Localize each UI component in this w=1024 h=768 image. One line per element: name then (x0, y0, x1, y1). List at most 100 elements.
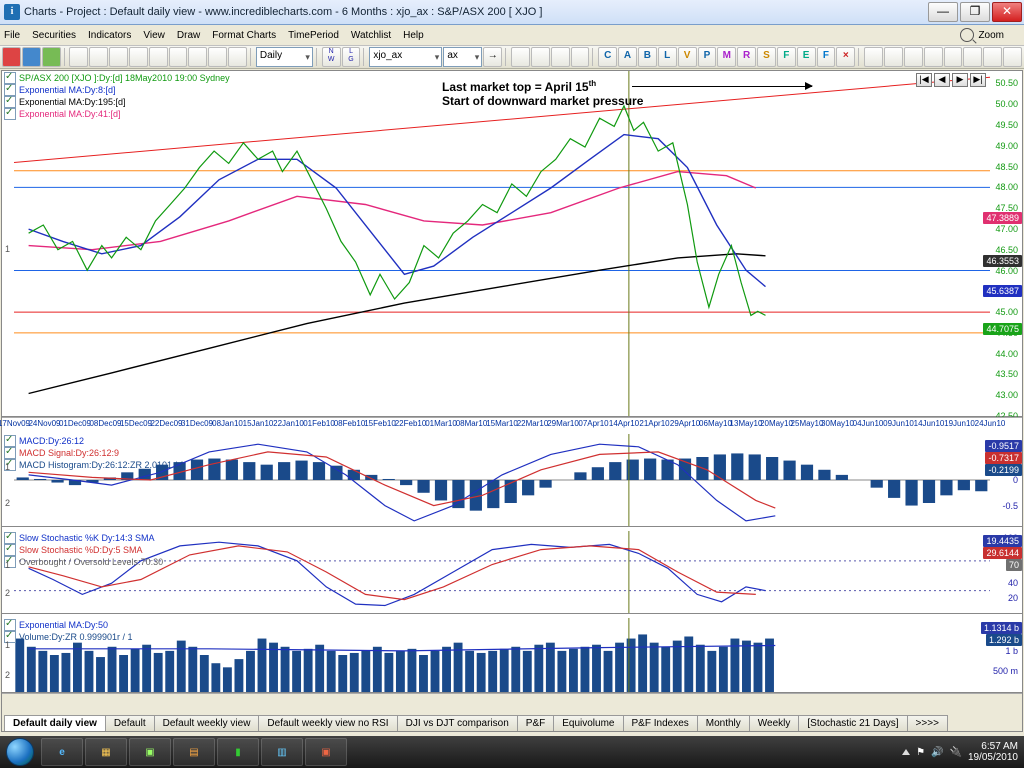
tray-icon[interactable]: 🔌 (949, 747, 961, 758)
tb-btn[interactable] (944, 47, 963, 67)
tb-btn[interactable] (42, 47, 61, 67)
indicator-btn[interactable]: V (678, 47, 697, 67)
tb-btn[interactable] (924, 47, 943, 67)
go-button[interactable]: → (483, 47, 502, 67)
task-ppt[interactable]: ▣ (305, 738, 347, 766)
menu-view[interactable]: View (143, 30, 165, 41)
view-tab[interactable]: P&F Indexes (623, 715, 698, 731)
menu-indicators[interactable]: Indicators (88, 30, 131, 41)
tb-btn[interactable] (169, 47, 188, 67)
tray-icon[interactable]: 🔊 (931, 747, 943, 758)
tb-btn[interactable] (188, 47, 207, 67)
tb-btn[interactable] (89, 47, 108, 67)
tb-btn[interactable] (571, 47, 590, 67)
legend-label: Volume:Dy:ZR 0.999901r / 1 (19, 632, 133, 643)
menu-format-charts[interactable]: Format Charts (212, 30, 276, 41)
task-app3[interactable]: ▥ (261, 738, 303, 766)
view-tab[interactable]: Default weekly view no RSI (258, 715, 397, 731)
indicator-btn[interactable]: S (757, 47, 776, 67)
tb-btn[interactable] (963, 47, 982, 67)
menu-watchlist[interactable]: Watchlist (351, 30, 391, 41)
indicator-btn[interactable]: R (737, 47, 756, 67)
menu-securities[interactable]: Securities (32, 30, 76, 41)
indicator-btn[interactable]: M (717, 47, 736, 67)
price-plot (2, 71, 1022, 416)
view-tabs: Default daily viewDefaultDefault weekly … (2, 693, 1022, 731)
legend-label: MACD:Dy:26:12 (19, 436, 84, 447)
zoom-tool[interactable]: Zoom (960, 28, 1016, 42)
tb-btn[interactable] (129, 47, 148, 67)
menu-help[interactable]: Help (403, 30, 424, 41)
task-ie[interactable]: e (41, 738, 83, 766)
tb-btn[interactable] (904, 47, 923, 67)
close-button[interactable]: ✕ (992, 2, 1022, 22)
clock[interactable]: 6:57 AM 19/05/2010 (968, 741, 1018, 763)
start-button[interactable] (0, 736, 40, 768)
volume-pane[interactable]: Exponential MA:Dy:50Volume:Dy:ZR 0.99990… (2, 618, 1022, 693)
tb-btn[interactable] (884, 47, 903, 67)
tray-expand-icon[interactable] (902, 749, 910, 755)
price-pane[interactable]: |◀ ◀ ▶ ▶| SP/ASX 200 [XJO ]:Dy:[d] 18May… (2, 71, 1022, 417)
legend-label: Exponential MA:Dy:41:[d] (19, 109, 121, 120)
task-explorer[interactable]: ▦ (85, 738, 127, 766)
tb-btn[interactable] (1003, 47, 1022, 67)
nav-first[interactable]: |◀ (916, 73, 932, 87)
value-readout: -0.2199 (985, 464, 1022, 476)
indicator-btn[interactable]: A (618, 47, 637, 67)
indicator-btn[interactable]: P (698, 47, 717, 67)
tb-btn[interactable]: LG (342, 47, 361, 67)
tb-btn[interactable] (208, 47, 227, 67)
tb-btn[interactable] (109, 47, 128, 67)
view-tab[interactable]: Equivolume (553, 715, 623, 731)
view-tab[interactable]: Monthly (697, 715, 750, 731)
tb-btn[interactable] (531, 47, 550, 67)
menu-draw[interactable]: Draw (177, 30, 200, 41)
exchange-combo[interactable]: ax (443, 47, 482, 67)
view-tab[interactable]: >>>> (907, 715, 948, 731)
tb-btn[interactable] (228, 47, 247, 67)
menu-timeperiod[interactable]: TimePeriod (288, 30, 339, 41)
period-combo[interactable]: Daily (256, 47, 313, 67)
tb-btn[interactable] (22, 47, 41, 67)
view-tab[interactable]: Weekly (749, 715, 800, 731)
indicator-btn[interactable]: L (658, 47, 677, 67)
tb-btn[interactable] (2, 47, 21, 67)
indicator-btn[interactable]: C (598, 47, 617, 67)
indicator-btn[interactable]: B (638, 47, 657, 67)
tb-btn[interactable] (511, 47, 530, 67)
tray-icon[interactable]: ⚑ (916, 747, 925, 758)
nav-next[interactable]: ▶ (952, 73, 968, 87)
view-tab[interactable]: [Stochastic 21 Days] (798, 715, 907, 731)
tb-close[interactable]: × (836, 47, 855, 67)
legend-label: Exponential MA:Dy:8:[d] (19, 85, 116, 96)
view-tab[interactable]: Default weekly view (154, 715, 260, 731)
tb-btn[interactable] (551, 47, 570, 67)
view-tab[interactable]: Default daily view (4, 715, 106, 731)
macd-legend: MACD:Dy:26:12MACD Signal:Dy:26:12:9MACD … (4, 435, 185, 471)
tb-btn[interactable] (69, 47, 88, 67)
pane-number: 2 (5, 498, 10, 508)
tb-btn[interactable]: NW (322, 47, 341, 67)
minimize-button[interactable]: — (928, 2, 958, 22)
view-tab[interactable]: DJI vs DJT comparison (397, 715, 518, 731)
indicator-btn[interactable]: F (777, 47, 796, 67)
indicator-btn[interactable]: E (797, 47, 816, 67)
legend-checkbox[interactable] (4, 108, 16, 120)
nav-last[interactable]: ▶| (970, 73, 986, 87)
symbol-combo[interactable]: xjo_ax (369, 47, 442, 67)
macd-pane[interactable]: MACD:Dy:26:12MACD Signal:Dy:26:12:9MACD … (2, 434, 1022, 527)
task-charts[interactable]: ▮ (217, 738, 259, 766)
task-app1[interactable]: ▣ (129, 738, 171, 766)
tb-btn[interactable] (149, 47, 168, 67)
stochastic-pane[interactable]: Slow Stochastic %K Dy:14:3 SMASlow Stoch… (2, 531, 1022, 614)
nav-prev[interactable]: ◀ (934, 73, 950, 87)
maximize-button[interactable]: ❐ (960, 2, 990, 22)
task-app2[interactable]: ▤ (173, 738, 215, 766)
view-tab[interactable]: P&F (517, 715, 554, 731)
view-tab[interactable]: Default (105, 715, 155, 731)
tb-btn[interactable] (983, 47, 1002, 67)
menu-file[interactable]: File (4, 30, 20, 41)
indicator-btn[interactable]: F (817, 47, 836, 67)
system-tray[interactable]: ⚑ 🔊 🔌 6:57 AM 19/05/2010 (902, 741, 1024, 763)
tb-btn[interactable] (864, 47, 883, 67)
